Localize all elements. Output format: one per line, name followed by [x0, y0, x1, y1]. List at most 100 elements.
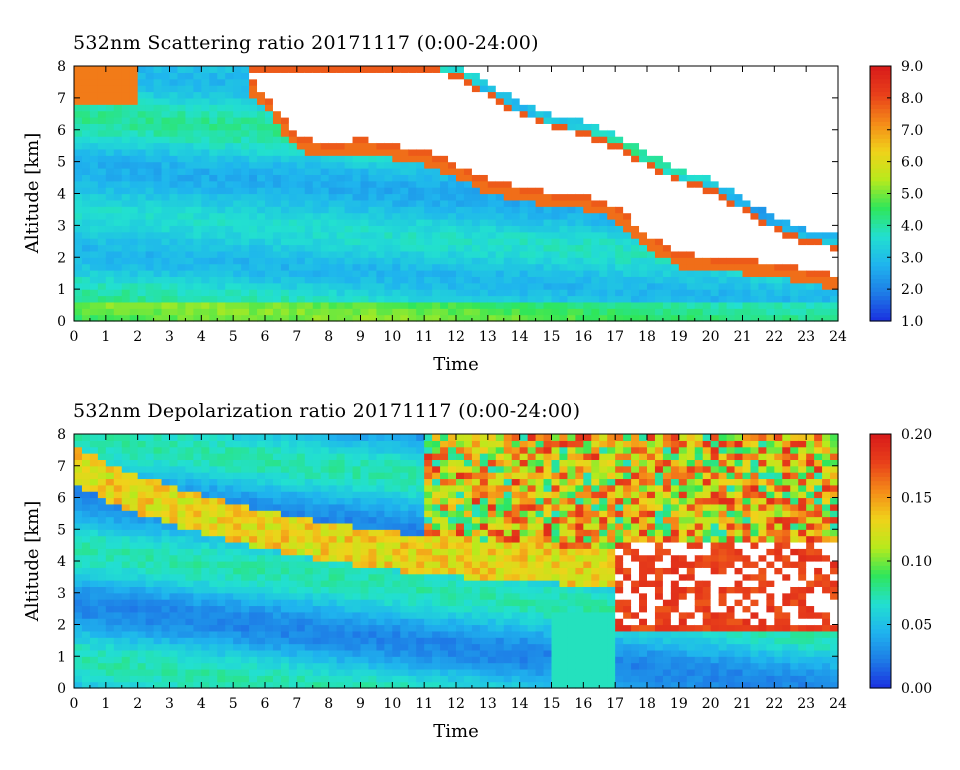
heatmap-cell: [647, 276, 656, 284]
heatmap-cell: [822, 78, 831, 86]
heatmap-cell: [113, 244, 123, 252]
heatmap-cell: [647, 97, 656, 105]
heatmap-cell: [400, 301, 409, 309]
heatmap-cell: [201, 97, 210, 105]
heatmap-cell: [543, 97, 553, 105]
heatmap-cell: [304, 250, 314, 258]
heatmap-cell: [734, 295, 744, 303]
heatmap-cell: [121, 72, 131, 80]
heatmap-cell: [74, 675, 83, 683]
heatmap-cell: [392, 250, 401, 258]
heatmap-cell: [113, 225, 123, 233]
heatmap-cell: [408, 117, 417, 124]
heatmap-cell: [654, 199, 664, 207]
heatmap-cell: [718, 85, 728, 93]
heatmap-cell: [193, 136, 202, 144]
heatmap-cell: [456, 282, 465, 290]
chart-title: 532nm Depolarization ratio 20171117 (0:0…: [73, 400, 580, 422]
heatmap-cell: [344, 168, 354, 175]
heatmap-cell: [97, 478, 107, 486]
heatmap-cell: [81, 136, 91, 144]
heatmap-cell: [193, 440, 202, 448]
heatmap-cell: [129, 618, 139, 626]
heatmap-cell: [145, 599, 155, 607]
heatmap-cell: [376, 155, 385, 163]
heatmap-cell: [702, 301, 712, 309]
heatmap-cell: [424, 104, 433, 112]
heatmap-cell: [89, 136, 99, 144]
heatmap-cell: [209, 206, 218, 214]
heatmap-field: [74, 434, 839, 689]
heatmap-cell: [241, 573, 250, 581]
heatmap-cell: [81, 289, 91, 297]
heatmap-cell: [607, 180, 616, 188]
heatmap-cell: [352, 91, 362, 99]
heatmap-cell: [265, 257, 274, 265]
heatmap-cell: [479, 199, 489, 207]
heatmap-cell: [336, 308, 346, 316]
heatmap-cell: [89, 643, 99, 651]
heatmap-cell: [527, 155, 537, 163]
heatmap-cell: [432, 187, 441, 195]
heatmap-cell: [543, 78, 553, 86]
heatmap-cell: [169, 535, 179, 543]
heatmap-cell: [607, 225, 616, 233]
heatmap-cell: [225, 308, 234, 316]
heatmap-cell: [89, 618, 99, 626]
heatmap-cell: [822, 187, 831, 195]
heatmap-cell: [678, 91, 688, 99]
heatmap-cell: [280, 117, 290, 124]
heatmap-cell: [519, 72, 529, 80]
heatmap-cell: [830, 117, 839, 124]
heatmap-cell: [161, 308, 171, 316]
heatmap-cell: [615, 91, 624, 99]
heatmap-cell: [121, 522, 131, 530]
heatmap-cell: [169, 637, 179, 645]
heatmap-cell: [360, 257, 370, 265]
heatmap-cell: [368, 257, 378, 265]
heatmap-cell: [471, 276, 481, 284]
heatmap-cell: [241, 605, 250, 613]
heatmap-cell: [766, 225, 775, 233]
heatmap-cell: [193, 567, 202, 575]
heatmap-cell: [249, 599, 258, 607]
heatmap-cell: [790, 301, 799, 309]
heatmap-cell: [479, 244, 489, 252]
heatmap-cell: [74, 219, 83, 226]
heatmap-cell: [105, 187, 115, 195]
heatmap-cell: [209, 529, 218, 537]
heatmap-cell: [121, 136, 131, 144]
colorbar-swatch: [870, 227, 891, 233]
heatmap-cell: [193, 453, 202, 460]
heatmap-cell: [830, 78, 839, 86]
heatmap-cell: [463, 257, 473, 265]
heatmap-cell: [623, 129, 632, 137]
heatmap-cell: [161, 529, 171, 537]
heatmap-cell: [217, 219, 226, 226]
heatmap-cell: [320, 238, 330, 246]
heatmap-cell: [766, 123, 775, 131]
heatmap-cell: [113, 637, 123, 645]
heatmap-cell: [89, 465, 99, 473]
heatmap-cell: [209, 282, 218, 290]
heatmap-cell: [432, 314, 441, 322]
heatmap-cell: [615, 85, 624, 93]
heatmap-cell: [209, 136, 218, 144]
heatmap-cell: [145, 66, 155, 73]
heatmap-cell: [647, 129, 656, 137]
colorbar: 1.02.03.04.05.06.07.08.09.0: [869, 59, 923, 330]
heatmap-cell: [750, 187, 760, 195]
colorbar-swatch: [870, 197, 891, 203]
heatmap-cell: [694, 193, 704, 201]
heatmap-cell: [567, 250, 576, 258]
heatmap-cell: [312, 199, 322, 207]
heatmap-cell: [822, 91, 831, 99]
heatmap-cell: [607, 238, 616, 246]
heatmap-cell: [631, 257, 640, 265]
heatmap-cell: [113, 630, 123, 638]
heatmap-cell: [320, 219, 330, 226]
heatmap-cell: [272, 276, 282, 284]
heatmap-cell: [766, 206, 775, 214]
heatmap-cell: [503, 193, 513, 201]
heatmap-cell: [631, 97, 640, 105]
